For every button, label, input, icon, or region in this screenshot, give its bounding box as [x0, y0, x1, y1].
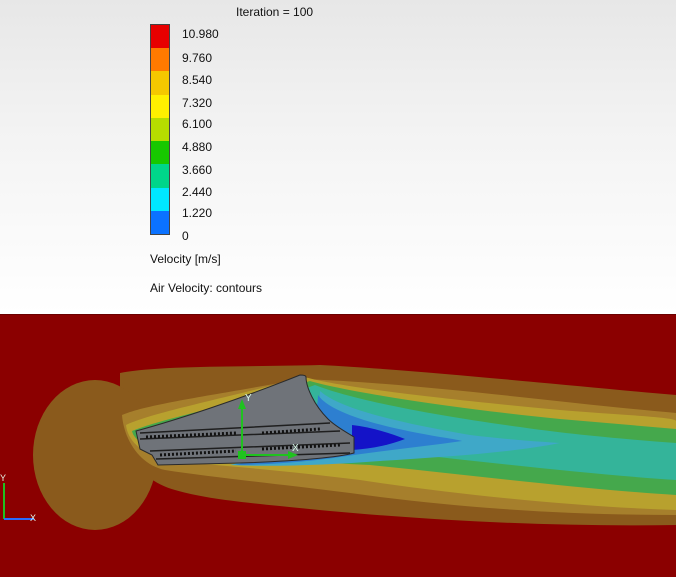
- view-axis-triad: Y X: [0, 473, 36, 523]
- legend-swatch-3: [151, 94, 169, 118]
- vehicle-body: [135, 374, 355, 466]
- legend-tick-8: 1.220: [182, 206, 213, 220]
- legend-tick-4: 6.100: [182, 117, 213, 131]
- legend-swatch-4: [151, 117, 169, 142]
- contour-upstream-bubble: [33, 380, 157, 530]
- simulation-viewport[interactable]: Y X Y X: [0, 314, 676, 577]
- color-legend-bar: [150, 24, 170, 235]
- legend-swatch-2: [151, 71, 169, 95]
- legend-tick-7: 2.440: [182, 185, 213, 199]
- legend-swatch-7: [151, 187, 169, 211]
- legend-swatch-8: [151, 210, 169, 234]
- legend-tick-3: 7.320: [182, 96, 213, 110]
- legend-panel: Iteration = 100 10.980 9.760 8.540 7.320…: [0, 0, 676, 314]
- legend-tick-5: 4.880: [182, 140, 213, 154]
- legend-swatch-6: [151, 164, 169, 188]
- contour-wake-core: [352, 425, 405, 450]
- legend-tick-1: 9.760: [182, 51, 213, 65]
- view-axis-x-label: X: [30, 513, 36, 523]
- legend-tick-2: 8.540: [182, 73, 213, 87]
- view-axis-y-label: Y: [0, 473, 6, 483]
- vehicle-rails: [145, 427, 341, 457]
- vehicle-underbody-detail: [139, 422, 351, 460]
- plot-name-label: Air Velocity: contours: [150, 281, 263, 295]
- legend-tick-0: 10.980: [182, 27, 219, 41]
- model-axis-x-label: X: [292, 443, 299, 454]
- model-axis-y-label: Y: [245, 393, 252, 404]
- legend-swatch-1: [151, 48, 169, 72]
- legend-tick-9: 0: [182, 229, 189, 243]
- legend-swatch-5: [151, 141, 169, 165]
- legend-quantity-label: Velocity [m/s]: [150, 252, 221, 266]
- legend-swatch-0: [151, 25, 169, 49]
- plot-title: Iteration = 100: [236, 5, 314, 19]
- model-axis-triad: Y X: [238, 393, 299, 459]
- legend-tick-6: 3.660: [182, 163, 213, 177]
